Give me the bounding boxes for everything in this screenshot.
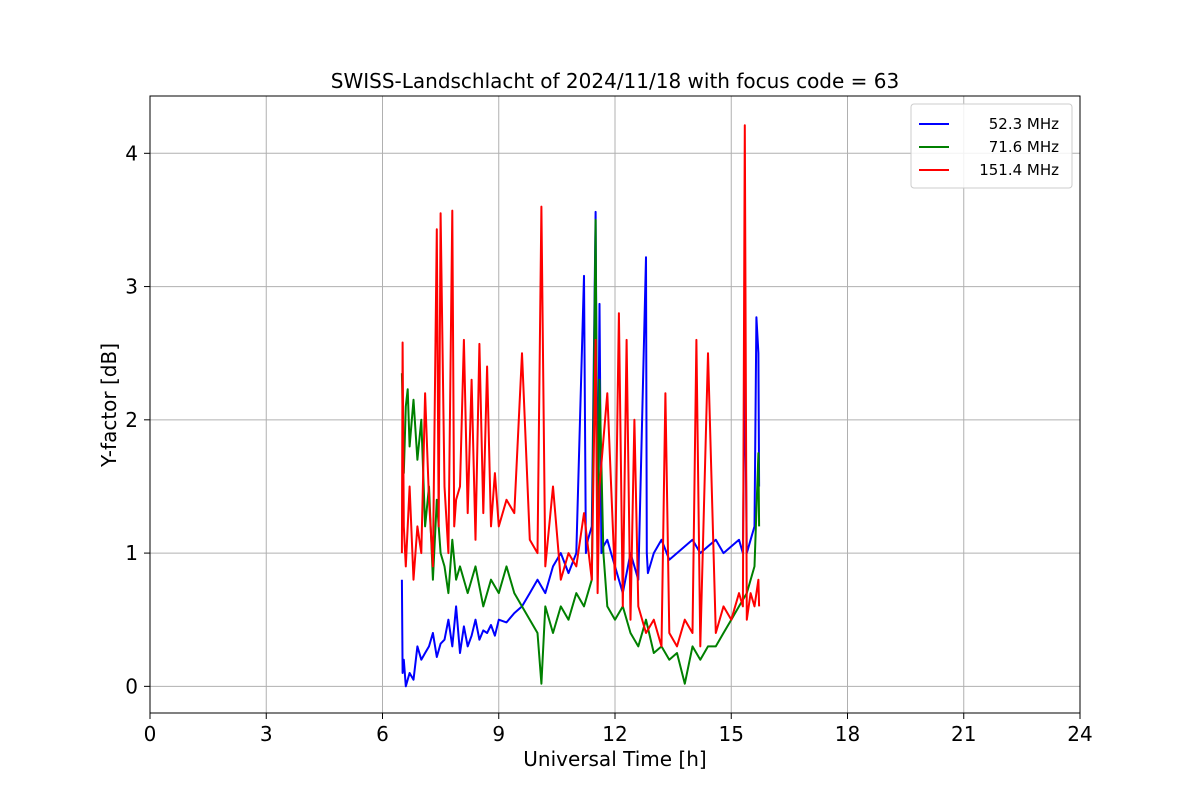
legend-box <box>910 103 1073 189</box>
x-tick-label: 9 <box>492 722 505 746</box>
x-tick-label: 15 <box>719 722 744 746</box>
chart-title: SWISS-Landschlacht of 2024/11/18 with fo… <box>331 69 899 93</box>
y-tick-label: 1 <box>125 541 138 565</box>
y-tick-label: 0 <box>125 674 138 698</box>
legend-label: 71.6 MHz <box>989 138 1059 156</box>
y-tick-label: 3 <box>125 275 138 299</box>
y-axis-title: Y-factor [dB] <box>97 343 121 468</box>
x-tick-label: 18 <box>835 722 860 746</box>
y-tick-label: 2 <box>125 408 138 432</box>
plot-frame <box>149 95 1081 714</box>
x-tick-label: 0 <box>144 722 157 746</box>
x-tick-label: 6 <box>376 722 389 746</box>
x-axis-title: Universal Time [h] <box>523 747 706 771</box>
x-tick-label: 21 <box>951 722 976 746</box>
x-tick-label: 12 <box>602 722 627 746</box>
x-tick-label: 24 <box>1067 722 1092 746</box>
y-tick-label: 4 <box>125 141 138 165</box>
series-line-2 <box>400 124 761 648</box>
x-tick-label: 3 <box>260 722 273 746</box>
legend-label: 151.4 MHz <box>979 161 1059 179</box>
legend-label: 52.3 MHz <box>989 115 1059 133</box>
